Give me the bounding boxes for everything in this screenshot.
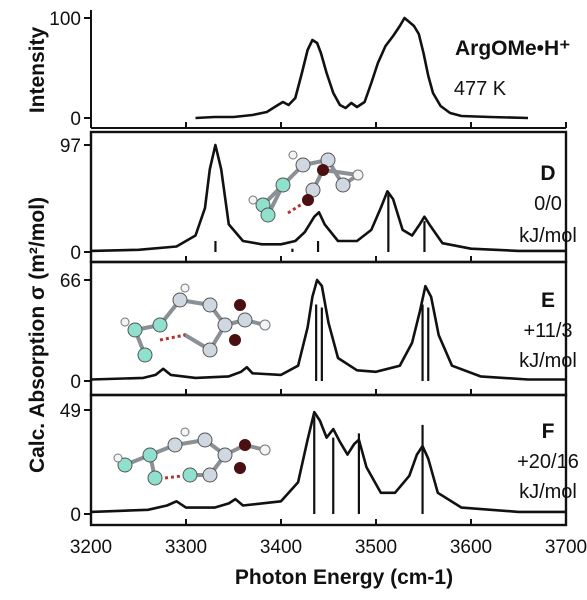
panel-e: 0 66 E +11/3 kJ/mol [60,260,577,397]
y-tick-label: 100 [49,9,81,30]
x-tick-label: 3700 [545,537,587,558]
y-tick-label: 66 [60,271,81,292]
x-axis-title: Photon Energy (cm-1) [235,566,453,589]
panel-energy-label: +11/3 [523,320,572,342]
panel-energy-label: 477 K [454,78,507,100]
panel-energy-label: kJ/mol [519,225,577,247]
panel-exp: 0 100 ArgOMe•H⁺ 477 K [49,9,570,130]
x-tick-labels: 3200 3300 3400 3500 3600 3700 [70,537,587,558]
y-tick-label: 0 [70,243,81,264]
spectrum-trace [90,143,566,253]
y-tick-label: 97 [60,136,81,157]
panel-f: 0 49 F +20/16 kJ/mol [60,393,579,527]
y-tick-label: 0 [70,505,81,526]
y-axis-title-intensity: Intensity [26,27,49,114]
panel-label: F [542,420,555,443]
panel-d: 0 97 D 0/0 kJ/mol [60,130,577,264]
x-tick-label: 3600 [450,537,492,558]
panel-label: ArgOMe•H⁺ [455,37,570,60]
molecule-structure-d [248,150,364,223]
x-tick-label: 3500 [355,537,397,558]
spectrum-trace [195,16,529,120]
panel-energy-label: kJ/mol [519,350,577,372]
panel-energy-label: 0/0 [534,193,562,215]
x-tick-label: 3200 [70,537,112,558]
panel-frame [89,393,568,527]
y-tick-label: 0 [70,372,81,393]
molecule-structure-f [113,427,271,486]
spectrum-trace [90,278,566,381]
panel-frame [89,130,568,264]
panel-label: E [541,289,555,312]
spectrum-trace [90,410,566,514]
y-tick-label: 0 [70,109,81,130]
x-tick-label: 3300 [165,537,207,558]
y-tick-label: 49 [60,401,81,422]
y-axis-title-absorption: Calc. Absorption σ (m²/mol) [26,197,49,473]
molecule-structure-e [120,283,271,363]
panel-energy-label: kJ/mol [519,481,577,503]
x-tick-label: 3400 [260,537,302,558]
panel-label: D [540,162,555,185]
panel-energy-label: +20/16 [517,451,579,473]
